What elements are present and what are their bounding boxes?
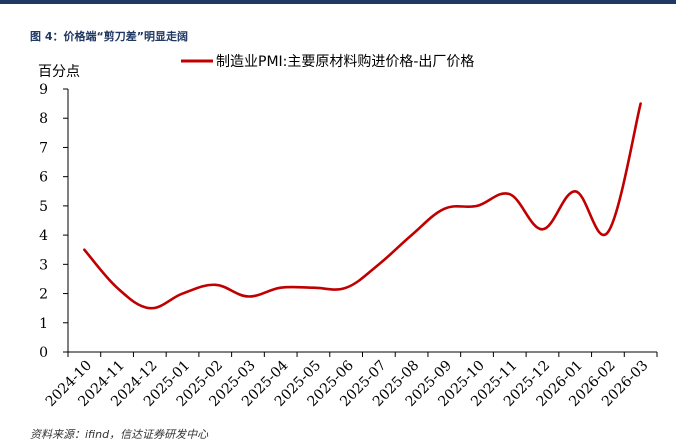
y-tick-label: 7: [39, 140, 48, 156]
y-tick-label: 8: [39, 111, 48, 127]
series-line: [83, 102, 642, 310]
y-tick-label: 9: [39, 82, 48, 98]
figure-title: 图 4：价格端“剪刀差”明显走阔: [30, 30, 188, 43]
y-tick-label: 5: [39, 199, 48, 215]
y-tick-label: 2: [39, 287, 48, 303]
y-axis-label: 百分点: [38, 64, 80, 80]
y-tick-label: 0: [39, 345, 48, 361]
y-tick-label: 6: [39, 170, 48, 186]
y-tick-label: 3: [39, 257, 48, 273]
header-rule: [0, 0, 676, 4]
legend: 制造业PMI:主要原材料购进价格-出厂价格: [181, 54, 474, 70]
y-tick-label: 4: [39, 228, 48, 244]
legend-label: 制造业PMI:主要原材料购进价格-出厂价格: [216, 54, 474, 70]
source-note: 资料来源：ifind，信达证券研发中心: [30, 428, 209, 441]
y-tick-label: 1: [39, 316, 48, 332]
